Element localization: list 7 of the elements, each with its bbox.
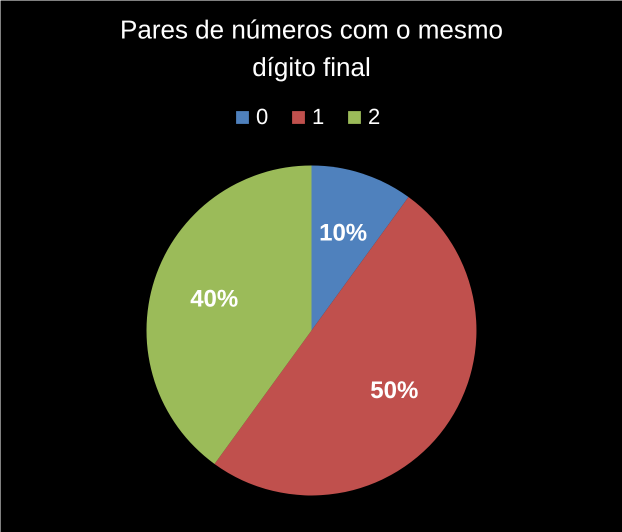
data-label: 10% <box>319 220 368 247</box>
legend-label: 1 <box>312 104 326 130</box>
legend-label: 0 <box>256 104 270 130</box>
data-label: 50% <box>370 377 418 404</box>
chart-title: Pares de números com o mesmo dígito final <box>120 14 503 82</box>
legend-label: 2 <box>368 104 382 130</box>
data-label: 40% <box>190 285 238 312</box>
